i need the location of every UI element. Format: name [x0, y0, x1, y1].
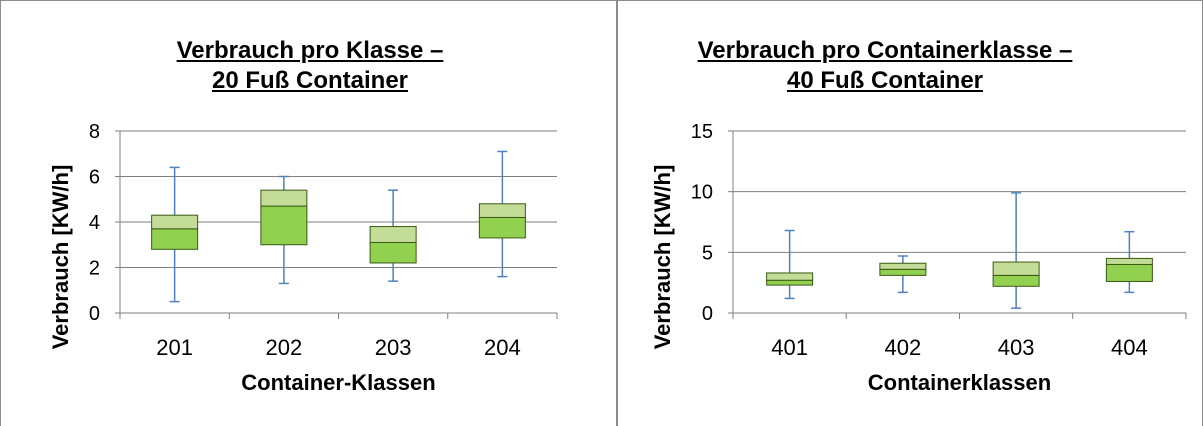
y-tick-label: 0 — [89, 303, 100, 325]
x-axis-label: Container-Klassen — [241, 370, 435, 395]
box-lower — [879, 268, 927, 276]
box-lower — [992, 274, 1040, 287]
x-category-label: 404 — [1111, 335, 1148, 360]
x-category-label: 203 — [375, 335, 412, 360]
divider-middle — [616, 0, 618, 426]
box-upper — [151, 214, 199, 230]
y-tick-label: 8 — [89, 121, 100, 143]
divider-left — [0, 0, 1, 426]
chart-title-20ft: Verbrauch pro Klasse – 20 Fuß Container — [130, 36, 490, 96]
x-category-label: 202 — [266, 335, 303, 360]
box-upper — [879, 262, 927, 270]
chart-title-line-2: 40 Fuß Container — [786, 67, 984, 94]
box-lower — [369, 241, 417, 264]
box-401 — [766, 229, 814, 300]
chart-title-line-1: Verbrauch pro Containerklasse – — [697, 37, 1073, 64]
x-category-label: 204 — [484, 335, 521, 360]
box-upper — [992, 261, 1040, 276]
boxplot-chart-20ft: 0 2 4 6 8 201 202 203 204 Container-Klassen Verbra… — [48, 121, 558, 395]
y-tick-label: 4 — [89, 212, 100, 234]
boxplot-chart-40ft: 0 5 10 15 401 402 403 404 Containerklassen Verbra… — [650, 121, 1187, 395]
y-axis-label: Verbrauch [KW/h] — [650, 165, 675, 350]
box-lower — [766, 279, 814, 286]
y-tick-label: 10 — [691, 182, 713, 204]
box-lower — [478, 216, 526, 239]
box-404 — [1105, 230, 1153, 294]
y-tick-label: 5 — [702, 242, 713, 264]
y-tick-label: 2 — [89, 258, 100, 280]
box-lower — [260, 205, 308, 246]
box-402 — [879, 255, 927, 294]
y-tick-label: 0 — [702, 303, 713, 325]
y-tick-label: 6 — [89, 167, 100, 189]
x-axis-label: Containerklassen — [868, 370, 1051, 395]
box-upper — [478, 203, 526, 218]
box-upper — [260, 189, 308, 207]
box-lower — [151, 228, 199, 250]
divider-top — [0, 0, 1203, 1]
x-category-label: 403 — [998, 335, 1035, 360]
x-category-label: 401 — [771, 335, 808, 360]
box-lower — [1105, 263, 1153, 282]
box-upper — [1105, 257, 1153, 265]
y-axis-label: Verbrauch [KW/h] — [48, 165, 73, 350]
box-upper — [766, 272, 814, 281]
box-202 — [260, 175, 308, 285]
y-tick-label: 15 — [691, 121, 713, 143]
chart-title-line-1: Verbrauch pro Klasse – — [176, 37, 444, 64]
x-category-label: 402 — [885, 335, 922, 360]
box-403 — [992, 192, 1040, 309]
box-203 — [369, 189, 417, 282]
box-upper — [369, 226, 417, 243]
box-201 — [151, 166, 199, 303]
box-204 — [478, 150, 526, 278]
x-category-label: 201 — [156, 335, 193, 360]
chart-title-line-2: 20 Fuß Container — [211, 67, 409, 94]
chart-title-40ft: Verbrauch pro Containerklasse – 40 Fuß C… — [670, 36, 1100, 96]
